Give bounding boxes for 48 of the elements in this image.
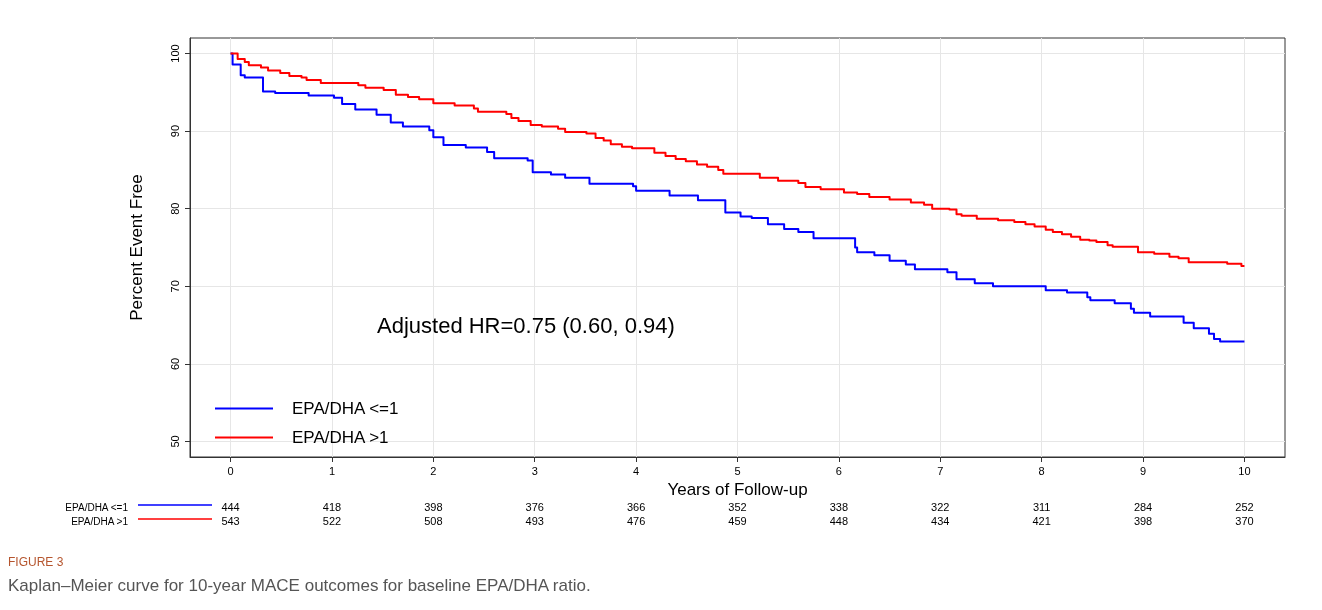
text: 370 (1235, 515, 1254, 527)
y-tick-label: 70 (168, 280, 181, 293)
text: 421 (1032, 515, 1051, 527)
x-tick-label: 1 (328, 464, 336, 477)
y-tick-label: 90 (168, 124, 181, 138)
text: 522 (322, 515, 342, 527)
x-tick-label: 8 (1038, 464, 1045, 477)
text: 508 (424, 515, 443, 527)
x-tick-label: 4 (633, 464, 640, 477)
x-tick-label: 7 (937, 464, 944, 477)
legend-label: EPA/DHA >1 (292, 428, 389, 447)
text: 252 (1235, 501, 1254, 513)
text: 376 (525, 501, 544, 513)
text: 493 (525, 515, 544, 527)
text: 448 (829, 515, 849, 527)
text: 459 (728, 515, 747, 527)
x-tick-label: 0 (227, 464, 234, 477)
caption: FIGURE 3 (8, 555, 64, 569)
x-axis-title: Years of Follow-up (667, 480, 808, 499)
text: EPA/DHA <=1 (65, 501, 128, 513)
x-tick-label: 9 (1139, 464, 1147, 477)
x-tick-label: 10 (1238, 464, 1251, 477)
text: EPA/DHA >1 (71, 515, 128, 527)
text: 366 (626, 501, 646, 513)
text: 322 (931, 501, 950, 513)
text: Kaplan–Meier curve for 10-year MACE outcomes for baseline EPA/DHA ratio. (8, 575, 591, 595)
text: 352 (728, 501, 747, 513)
legend-label: EPA/DHA <=1 (292, 399, 399, 418)
text: 434 (931, 515, 950, 527)
text: 284 (1133, 501, 1153, 513)
y-tick-label: 100 (168, 44, 181, 63)
text: 398 (424, 501, 443, 513)
text: 398 (1133, 515, 1153, 527)
y-axis-title: Percent Event Free (127, 174, 146, 321)
text: 418 (322, 501, 342, 513)
annotation: Adjusted HR=0.75 (0.60, 0.94) (377, 312, 675, 338)
text: 543 (221, 515, 240, 527)
text: 476 (626, 515, 646, 527)
x-tick-label: 2 (430, 464, 437, 477)
x-tick-label: 6 (835, 464, 842, 477)
text: 444 (221, 501, 240, 513)
y-tick-label: 60 (168, 357, 181, 371)
text: 338 (829, 501, 849, 513)
x-tick-label: 3 (531, 464, 538, 477)
y-tick-label: 80 (168, 202, 181, 215)
y-tick-label: 50 (168, 435, 181, 448)
x-tick-label: 5 (734, 464, 741, 477)
text: 311 (1032, 501, 1051, 513)
